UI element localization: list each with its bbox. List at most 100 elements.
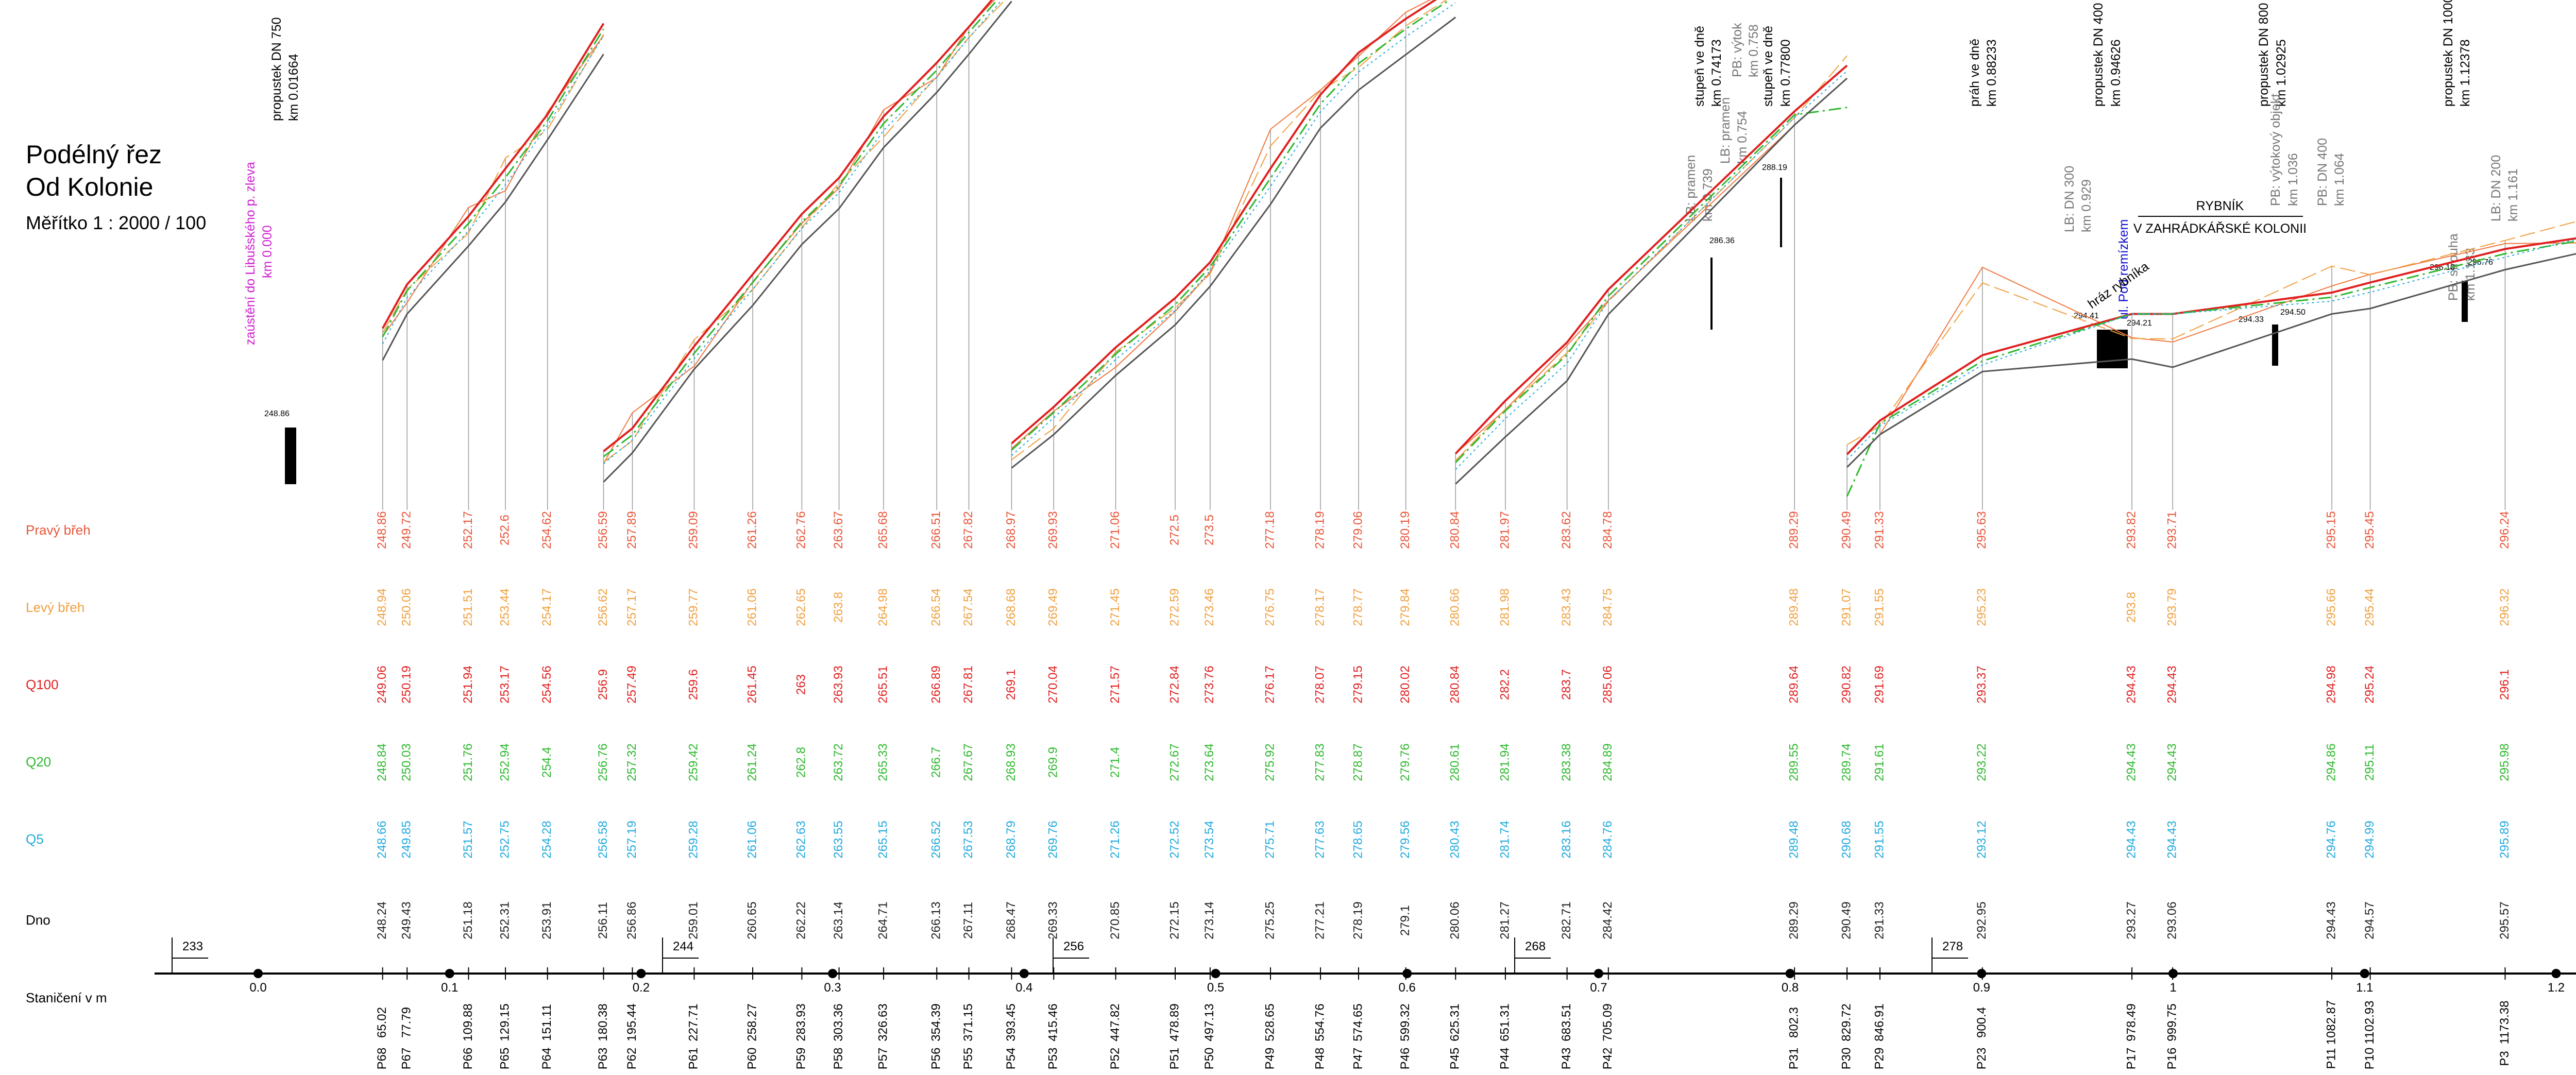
table-value: 290.49	[1839, 901, 1853, 939]
table-value: 275.92	[1263, 743, 1277, 781]
table-value: 291.61	[1872, 743, 1886, 781]
table-value: 293.79	[2165, 588, 2179, 626]
table-value: 290.82	[1839, 666, 1853, 703]
profile-station: 258.27	[745, 1003, 759, 1041]
profile-station: 129.15	[498, 1003, 512, 1041]
table-value: 295.44	[2363, 588, 2377, 626]
annotation: propustek DN 400	[2091, 3, 2106, 107]
annotation: zaústění do Libušského p. zleva	[243, 162, 258, 345]
table-value: 249.43	[399, 901, 413, 939]
profile-station: 109.88	[461, 1003, 475, 1041]
table-value: 263.14	[832, 901, 845, 939]
profile-name: P58	[832, 1048, 845, 1070]
profile-line	[382, 54, 604, 361]
table-value: 283.38	[1560, 743, 1573, 781]
km-label: 0.6	[1399, 981, 1416, 995]
profile-name: P61	[687, 1048, 701, 1070]
table-value: 265.68	[876, 511, 890, 549]
table-value: 256.62	[596, 588, 610, 626]
table-value: 278.17	[1313, 588, 1327, 626]
profile-line	[603, 1, 1012, 483]
km-mark	[828, 969, 838, 978]
table-value: 262.65	[794, 588, 808, 626]
profile-name: P51	[1167, 1048, 1181, 1070]
table-value: 249.72	[399, 511, 413, 549]
profile-station: 625.31	[1448, 1003, 1462, 1041]
table-value: 266.13	[929, 901, 943, 939]
street-label: ul. Pod remízkem	[2116, 219, 2131, 319]
table-value: 291.33	[1872, 901, 1886, 939]
profile-name: P16	[2165, 1048, 2179, 1070]
table-value: 263.8	[832, 592, 845, 623]
structure-label: 294.21	[2127, 319, 2152, 328]
table-value: 254.17	[540, 588, 554, 626]
profile-lines	[381, 0, 2576, 497]
annotation-km: km 0.929	[2079, 179, 2094, 232]
table-value: 259.42	[687, 743, 701, 781]
table-value: 254.56	[540, 666, 554, 703]
km-mark	[445, 969, 454, 978]
table-value: 273.5	[1202, 515, 1216, 545]
table-value: 294.57	[2363, 901, 2377, 939]
table-value: 284.76	[1601, 821, 1615, 858]
table-value: 267.53	[961, 821, 975, 858]
table-value: 268.93	[1004, 743, 1018, 781]
profile-station: 1082.87	[2324, 1000, 2338, 1045]
km-mark	[1977, 969, 1987, 978]
profile-station: 1173.38	[2498, 1001, 2512, 1045]
culvert	[2462, 281, 2468, 322]
culvert	[285, 428, 296, 484]
km-label: 0.9	[1973, 981, 1990, 995]
table-value: 262.22	[794, 901, 808, 939]
table-value: 280.43	[1448, 821, 1462, 858]
profile-station: 151.11	[540, 1004, 554, 1041]
table-value: 295.23	[1975, 588, 1989, 626]
profile-station: 900.4	[1975, 1007, 1989, 1038]
table-value: 279.56	[1398, 821, 1412, 858]
table-value: 281.94	[1498, 743, 1512, 781]
table-value: 291.55	[1872, 588, 1886, 626]
table-value: 283.62	[1560, 511, 1573, 549]
profile-line	[603, 0, 998, 457]
annotation: LB: pramen	[1718, 97, 1733, 164]
profile-line	[1454, 64, 1848, 454]
profile-name: P65	[498, 1048, 512, 1070]
table-value: 266.52	[929, 821, 943, 858]
table-value: 295.57	[2498, 901, 2512, 939]
structure-label: 248.86	[264, 409, 290, 418]
table-value: 276.17	[1263, 666, 1277, 703]
table-value: 278.87	[1351, 743, 1365, 781]
profile-name: P55	[961, 1048, 975, 1070]
table-value: 264.98	[876, 588, 890, 626]
profile-station: 447.82	[1108, 1003, 1122, 1041]
datum-label: 256	[1063, 940, 1084, 953]
km-label: 0.8	[1782, 981, 1799, 995]
table-value: 295.89	[2498, 821, 2512, 858]
table-value: 277.21	[1313, 901, 1327, 939]
table-value: 295.24	[2363, 666, 2377, 703]
table-value: 275.71	[1263, 821, 1277, 858]
table-value: 279.1	[1398, 905, 1412, 936]
annotation-km: km 1.02925	[2274, 39, 2289, 107]
km-label: 0.1	[441, 981, 458, 995]
table-value: 266.89	[929, 666, 943, 703]
table-value: 272.84	[1167, 666, 1181, 703]
table-value: 279.15	[1351, 666, 1365, 703]
table-value: 262.76	[794, 511, 808, 549]
profile-name: P10	[2363, 1048, 2377, 1070]
profile-name: P23	[1975, 1048, 1989, 1070]
table-value: 293.22	[1975, 743, 1989, 781]
table-value: 252.75	[498, 821, 512, 858]
table-value: 278.77	[1351, 588, 1365, 626]
profile-line	[603, 0, 993, 452]
table-value: 248.24	[375, 901, 389, 939]
profile-line	[1011, 0, 1447, 460]
table-value: 252.94	[498, 743, 512, 781]
table-value: 257.32	[625, 743, 639, 781]
profile-station: 478.89	[1167, 1003, 1181, 1041]
profile-line	[1846, 237, 2576, 455]
profile-station: 846.91	[1872, 1003, 1886, 1041]
table-value: 278.19	[1313, 511, 1327, 549]
profile-name: P43	[1560, 1048, 1573, 1070]
table-value: 253.91	[540, 901, 554, 939]
